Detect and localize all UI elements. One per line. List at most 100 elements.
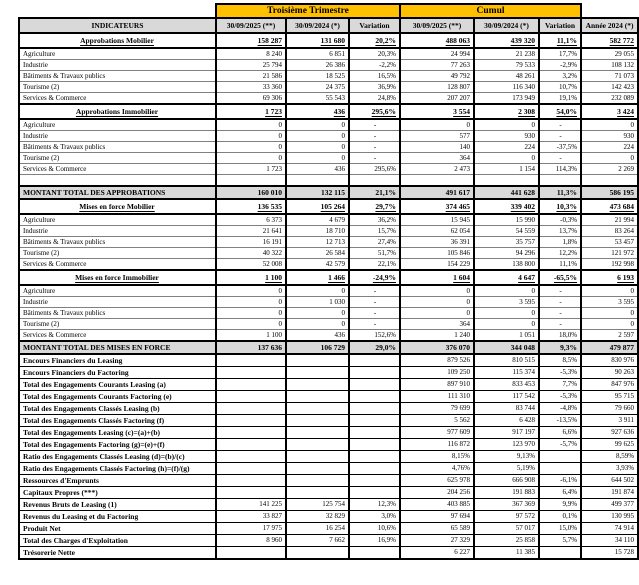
cell-value: -24,9% [347,268,402,286]
cell-value: 930 [473,130,541,142]
row-label: Bâtiments & Travaux publics [18,141,217,153]
row-label: Mises en force Mobilier [18,197,217,215]
cell-value: 10,3% [538,197,583,215]
cell-value: 8 240 [215,47,287,60]
cell-value [285,437,350,451]
cell-value: 136 535 [215,197,287,215]
cell-value: 439 320 [473,32,541,49]
cell-value: - [538,152,583,164]
cell-value: 0 [580,306,639,319]
cell-value: 0 [473,284,541,297]
table-row: Capitaux Propres (***) 204 256 191 883 6,4%… [18,485,639,499]
row-label: MONTANT TOTAL DES APPROBATIONS [18,184,217,200]
cell-value: 132 115 [285,184,350,200]
table-row: Total des Engagements Courants Factoring… [18,389,639,403]
cell-value: 69 306 [215,92,287,105]
cell-value: 0 [285,118,350,131]
cell-value: 141 225 [215,497,287,511]
cell-value: 53 457 [580,235,639,248]
cell-value: -6,1% [538,473,583,487]
cell-value: -4,8% [538,401,583,415]
cell-value [347,545,402,560]
table-row: Total des Engagements Classés Leasing (b… [18,401,639,415]
cell-value: -65,5% [538,268,583,286]
cell-value: 0 [285,141,350,153]
cell-value [215,377,287,391]
table-row: Ratio des Engagements Classés Factoring … [18,461,639,475]
cell-value: 20,3% [347,47,402,60]
cell-value: 35 757 [473,235,541,248]
cell-value: -37,5% [538,141,583,153]
cell-value: 1 154 [473,163,541,175]
row-label: Industrie [18,59,217,71]
cell-value: 7,7% [538,377,583,391]
table-row: Industrie 21 641 18 710 15,7% 62 054 54 559 13… [18,224,639,237]
table-row: Industrie 0 1 030-0 3 595-3 595 [18,295,639,308]
cell-value [285,174,350,186]
cell-value: 0 [215,141,287,153]
cell-value: 17,7% [538,47,583,60]
row-label: Services & Commerce [18,163,217,175]
cell-value: 2 597 [580,328,639,341]
cell-value: 54,0% [538,103,583,120]
row-label: Approbations Immobilier [18,103,217,120]
cell-value: 106 729 [285,339,350,355]
cell-value: - [538,118,583,131]
cell-value: 54 559 [473,224,541,237]
column-header: Variation [538,17,583,34]
table-row: Services & Commerce 52 008 42 579 22,1% 154 … [18,257,639,270]
cell-value: 897 910 [399,377,476,391]
cell-value: 0 [215,317,287,330]
cell-value: 21 238 [473,47,541,60]
table-row: Mises en force Immobilier 1 100 1 466 -24,9… [18,268,639,286]
cell-value: 3 911 [580,413,639,427]
cell-value: 344 048 [473,339,541,355]
table-row: MONTANT TOTAL DES APPROBATIONS 160 010 132… [18,184,639,200]
cell-value: 192 998 [580,257,639,270]
table-row: Tourisme (2) 33 360 24 375 36,9% 128 807 116 … [18,81,639,93]
cell-value: 403 885 [399,497,476,511]
row-label: Mises en force Immobilier [18,268,217,286]
cell-value: 108 132 [580,59,639,71]
cell-value: 11,1% [538,257,583,270]
cell-value: -2,2% [347,59,402,71]
table-row: Bâtiments & Travaux publics 21 586 18 525 1… [18,70,639,82]
cell-value: 499 377 [580,497,639,511]
cell-value: 6 373 [215,213,287,226]
table-row: Total des Engagements Courants Leasing (… [18,377,639,391]
cell-value [215,174,287,186]
cell-value: 0 [215,284,287,297]
row-label: Total des Engagements Courants Leasing (… [18,377,217,391]
cell-value: -5,7% [538,437,583,451]
cell-value: 879 526 [399,353,476,367]
cell-value: 367 369 [473,497,541,511]
cell-value: 1 604 [399,268,476,286]
cell-value: 142 423 [580,81,639,93]
cell-value: 77 263 [399,59,476,71]
column-header: 30/09/2024 (*) [473,17,541,34]
cell-value: 71 073 [580,70,639,82]
cell-value: 5,7% [538,533,583,547]
cell-value: - [347,295,402,308]
cell-value: 173 949 [473,92,541,105]
cell-value: 3 595 [473,295,541,308]
cell-value: 21 586 [215,70,287,82]
cell-value: 21,1% [347,184,402,200]
cell-value: 0 [215,118,287,131]
cell-value: 154 229 [399,257,476,270]
cell-value: - [347,284,402,297]
cell-value [347,389,402,403]
row-label: Capitaux Propres (***) [18,485,217,499]
cell-value: 95 715 [580,389,639,403]
cell-value [215,461,287,475]
cell-value [347,425,402,439]
row-label: Ratio des Engagements Classés Leasing (d… [18,449,217,463]
cell-value: 15 728 [580,545,639,560]
cell-value: 79 699 [399,401,476,415]
cell-value: 0 [473,317,541,330]
cell-value: 10,7% [538,81,583,93]
table-row: Tourisme (2) 0 0-364 0-0 [18,152,639,164]
cell-value: 0 [215,152,287,164]
cell-value: 376 070 [399,339,476,355]
cell-value: 830 976 [580,353,639,367]
